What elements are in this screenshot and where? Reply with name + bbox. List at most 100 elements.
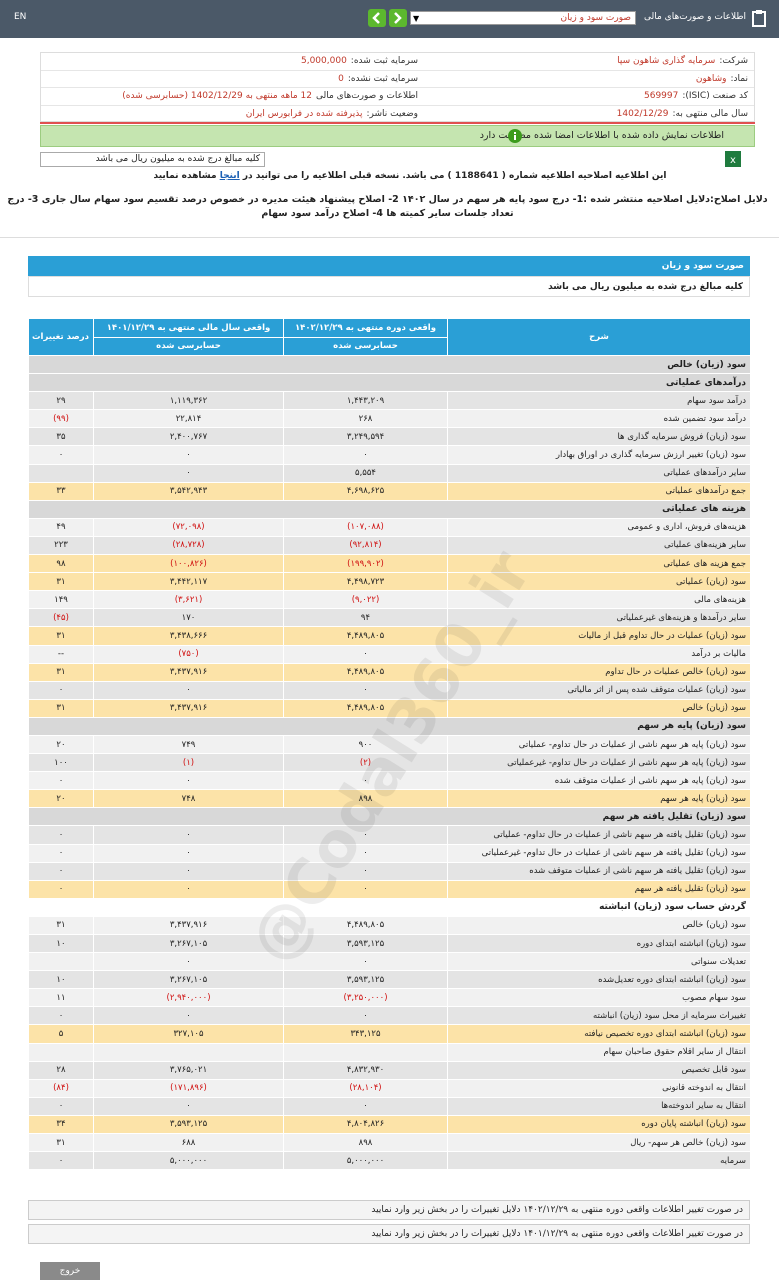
value-cell: ۰: [283, 952, 448, 972]
value-cell: ۳۳: [28, 481, 94, 501]
value-cell: (۱۰۷,۰۸۸): [283, 517, 448, 537]
value-cell: ۲۲,۸۱۴: [93, 409, 284, 429]
dropdown-value: صورت سود و زیان: [560, 13, 631, 23]
table-row: تعدیلات سنواتی ۰ ۰: [28, 952, 751, 972]
section-label: سود (زیان) خالص: [28, 354, 751, 375]
table-row: سود (زیان) انباشته ابتدای دوره ۳,۵۹۳,۱۲۵ ۳…: [28, 933, 751, 954]
value-cell: (۱۷۱,۸۹۶): [93, 1078, 284, 1098]
row-label: سود قابل تخصیص: [447, 1060, 751, 1080]
value-cell: ۳,۲۶۷,۱۰۵: [93, 970, 284, 990]
row-label: تغییرات سرمایه از محل سود (زیان) انباشته: [447, 1006, 751, 1026]
value-cell: ۳۱: [28, 662, 94, 682]
exit-button[interactable]: خروج: [40, 1262, 100, 1280]
change-note: در صورت تغییر اطلاعات واقعی دوره منتهی ب…: [28, 1200, 750, 1220]
row-label: سرمایه: [447, 1151, 751, 1171]
value-cell: ۳,۴۳۷,۹۱۶: [93, 915, 284, 936]
row-label: سود (زیان) عملیات متوقف شده پس از اثر ما…: [447, 680, 751, 700]
value-cell: ۲۰: [28, 734, 94, 755]
info-label: سرمایه ثبت نشده:: [347, 73, 418, 84]
value-cell: ۱,۱۱۹,۳۶۲: [93, 391, 284, 411]
value-cell: ۰: [283, 771, 448, 791]
row-label: سود (زیان) انباشته ابتدای دوره: [447, 933, 751, 954]
table-row: سود (زیان) خالص: [28, 354, 751, 375]
table-row: سود (زیان) پایه هر سهم ناشی از عملیات مت…: [28, 771, 751, 791]
table-row: انتقال از سایر اقلام حقوق صاحبان سهام: [28, 1042, 751, 1062]
change-note: در صورت تغییر اطلاعات واقعی دوره منتهی ب…: [28, 1224, 750, 1244]
language-switch[interactable]: EN: [14, 12, 27, 22]
row-label: هزینه‌های فروش، اداری و عمومی: [447, 517, 751, 537]
excel-icon[interactable]: x: [725, 151, 741, 167]
info-cell: شرکت:سرمایه گذاری شاهون سپا: [424, 56, 754, 66]
value-cell: ۷۴۹: [93, 734, 284, 755]
row-label: سود (زیان) عملیات در حال تداوم قبل از ما…: [447, 626, 751, 646]
value-cell: ۳۱: [28, 572, 94, 592]
nav-arrows[interactable]: [368, 9, 408, 29]
row-label: سود (زیان) تغییر ارزش سرمایه گذاری در او…: [447, 445, 751, 465]
row-label: سود (زیان) پایه هر سهم ناشی از عملیات مت…: [447, 771, 751, 791]
previous-version-link[interactable]: اینجا: [219, 171, 240, 181]
info-cell: کد صنعت (ISIC):569997: [424, 91, 754, 101]
value-cell: ۹۴: [283, 608, 448, 628]
value-cell: ۸۹۸: [283, 789, 448, 809]
table-row: سود (زیان) خالص ۴,۴۸۹,۸۰۵ ۳,۴۳۷,۹۱۶ ۳۱: [28, 698, 751, 718]
value-cell: ۴۹: [28, 517, 94, 537]
notice-text: اطلاعات نمایش داده شده با اطلاعات امضا ش…: [479, 130, 724, 141]
value-cell: [93, 1042, 284, 1062]
info-cell: سال مالی منتهی به:1402/12/29: [424, 109, 754, 119]
row-label: سایر درآمدهای عملیاتی: [447, 463, 751, 483]
table-row: سود (زیان) عملیاتی ۴,۴۹۸,۷۲۳ ۳,۴۴۲,۱۱۷ ۳۱: [28, 572, 751, 592]
table-row: سود (زیان) انباشته ابتدای دوره تخصیص نیا…: [28, 1024, 751, 1044]
table-row: تغییرات سرمایه از محل سود (زیان) انباشته…: [28, 1006, 751, 1026]
divider: [0, 237, 779, 238]
table-row: جمع درآمدهای عملیاتی ۴,۶۹۸,۶۲۵ ۳,۵۴۲,۹۴۳ ۳۳: [28, 481, 751, 501]
info-value: 569997: [644, 91, 679, 102]
info-cell: وضعیت ناشر:پذیرفته شده در فرابورس ایران: [242, 109, 424, 119]
value-cell: ۰: [93, 1096, 284, 1116]
table-row: سود (زیان) خالص عملیات در حال تداوم ۴,۴۸۹…: [28, 662, 751, 682]
table-row: سود (زیان) فروش سرمایه گذاری ها ۳,۲۴۹,۵۹۴…: [28, 427, 751, 447]
unit-text: کلیه مبالغ درج شده به میلیون ریال می باش…: [95, 154, 260, 164]
value-cell: ۴,۸۰۴,۸۲۶: [283, 1114, 448, 1135]
value-cell: ۰: [28, 445, 94, 465]
value-cell: ۰: [283, 644, 448, 664]
value-cell: ۰: [28, 861, 94, 881]
value-cell: ۳,۲۴۹,۵۹۴: [283, 427, 448, 447]
unit-select[interactable]: کلیه مبالغ درج شده به میلیون ریال می باش…: [40, 152, 265, 167]
value-cell: (۳,۲۵۰,۰۰۰): [283, 988, 448, 1008]
row-label: سود (زیان) تقلیل یافته هر سهم: [447, 879, 751, 899]
info-value: 12 ماهه منتهی به 1402/12/29 (حسابرسی شده…: [122, 91, 312, 102]
row-label: انتقال به اندوخته قانونی: [447, 1078, 751, 1098]
value-cell: ۰: [93, 879, 284, 899]
info-label: شرکت:: [719, 56, 748, 67]
info-value: 0: [338, 73, 344, 84]
value-cell: ۰: [283, 445, 448, 465]
value-cell: [283, 1042, 448, 1062]
report-dropdown[interactable]: صورت سود و زیان ▼: [410, 11, 636, 25]
info-row: نماد:وشاهون سرمایه ثبت نشده:0: [41, 71, 754, 88]
table-row: سود (زیان) تقلیل یافته هر سهم: [28, 807, 751, 827]
row-label: سود (زیان) خالص: [447, 698, 751, 718]
value-cell: (۱): [93, 753, 284, 773]
table-row: سود سهام مصوب (۳,۲۵۰,۰۰۰) (۲,۹۴۰,۰۰۰) ۱۱: [28, 988, 751, 1008]
row-label: سود (زیان) عملیاتی: [447, 572, 751, 592]
value-cell: ۳,۴۳۷,۹۱۶: [93, 662, 284, 682]
value-cell: ۳۲۷,۱۰۵: [93, 1024, 284, 1044]
value-cell: (۴۵): [28, 608, 94, 628]
value-cell: ۳۱: [28, 698, 94, 718]
notice-text: مشاهده نمایید: [153, 171, 217, 181]
value-cell: (۱۰۰,۸۲۶): [93, 554, 284, 574]
value-cell: ۳,۴۴۲,۱۱۷: [93, 572, 284, 592]
value-cell: ۲,۴۰۰,۷۶۷: [93, 427, 284, 447]
row-label: انتقال از سایر اقلام حقوق صاحبان سهام: [447, 1042, 751, 1062]
value-cell: ۰: [93, 463, 284, 483]
table-row: سود (زیان) تقلیل یافته هر سهم ناشی از عم…: [28, 843, 751, 863]
header-cell: درصد تغییرات: [28, 318, 94, 356]
table-row: سود (زیان) تغییر ارزش سرمایه گذاری در او…: [28, 445, 751, 465]
value-cell: ۰: [28, 1096, 94, 1116]
value-cell: (۸۴): [28, 1078, 94, 1098]
header-cell: حسابرسی شده: [283, 336, 448, 356]
value-cell: ۳۱: [28, 915, 94, 936]
value-cell: ۰: [283, 680, 448, 700]
value-cell: (۱۹۹,۹۰۲): [283, 554, 448, 574]
dropdown-arrow: ▼: [413, 14, 420, 23]
